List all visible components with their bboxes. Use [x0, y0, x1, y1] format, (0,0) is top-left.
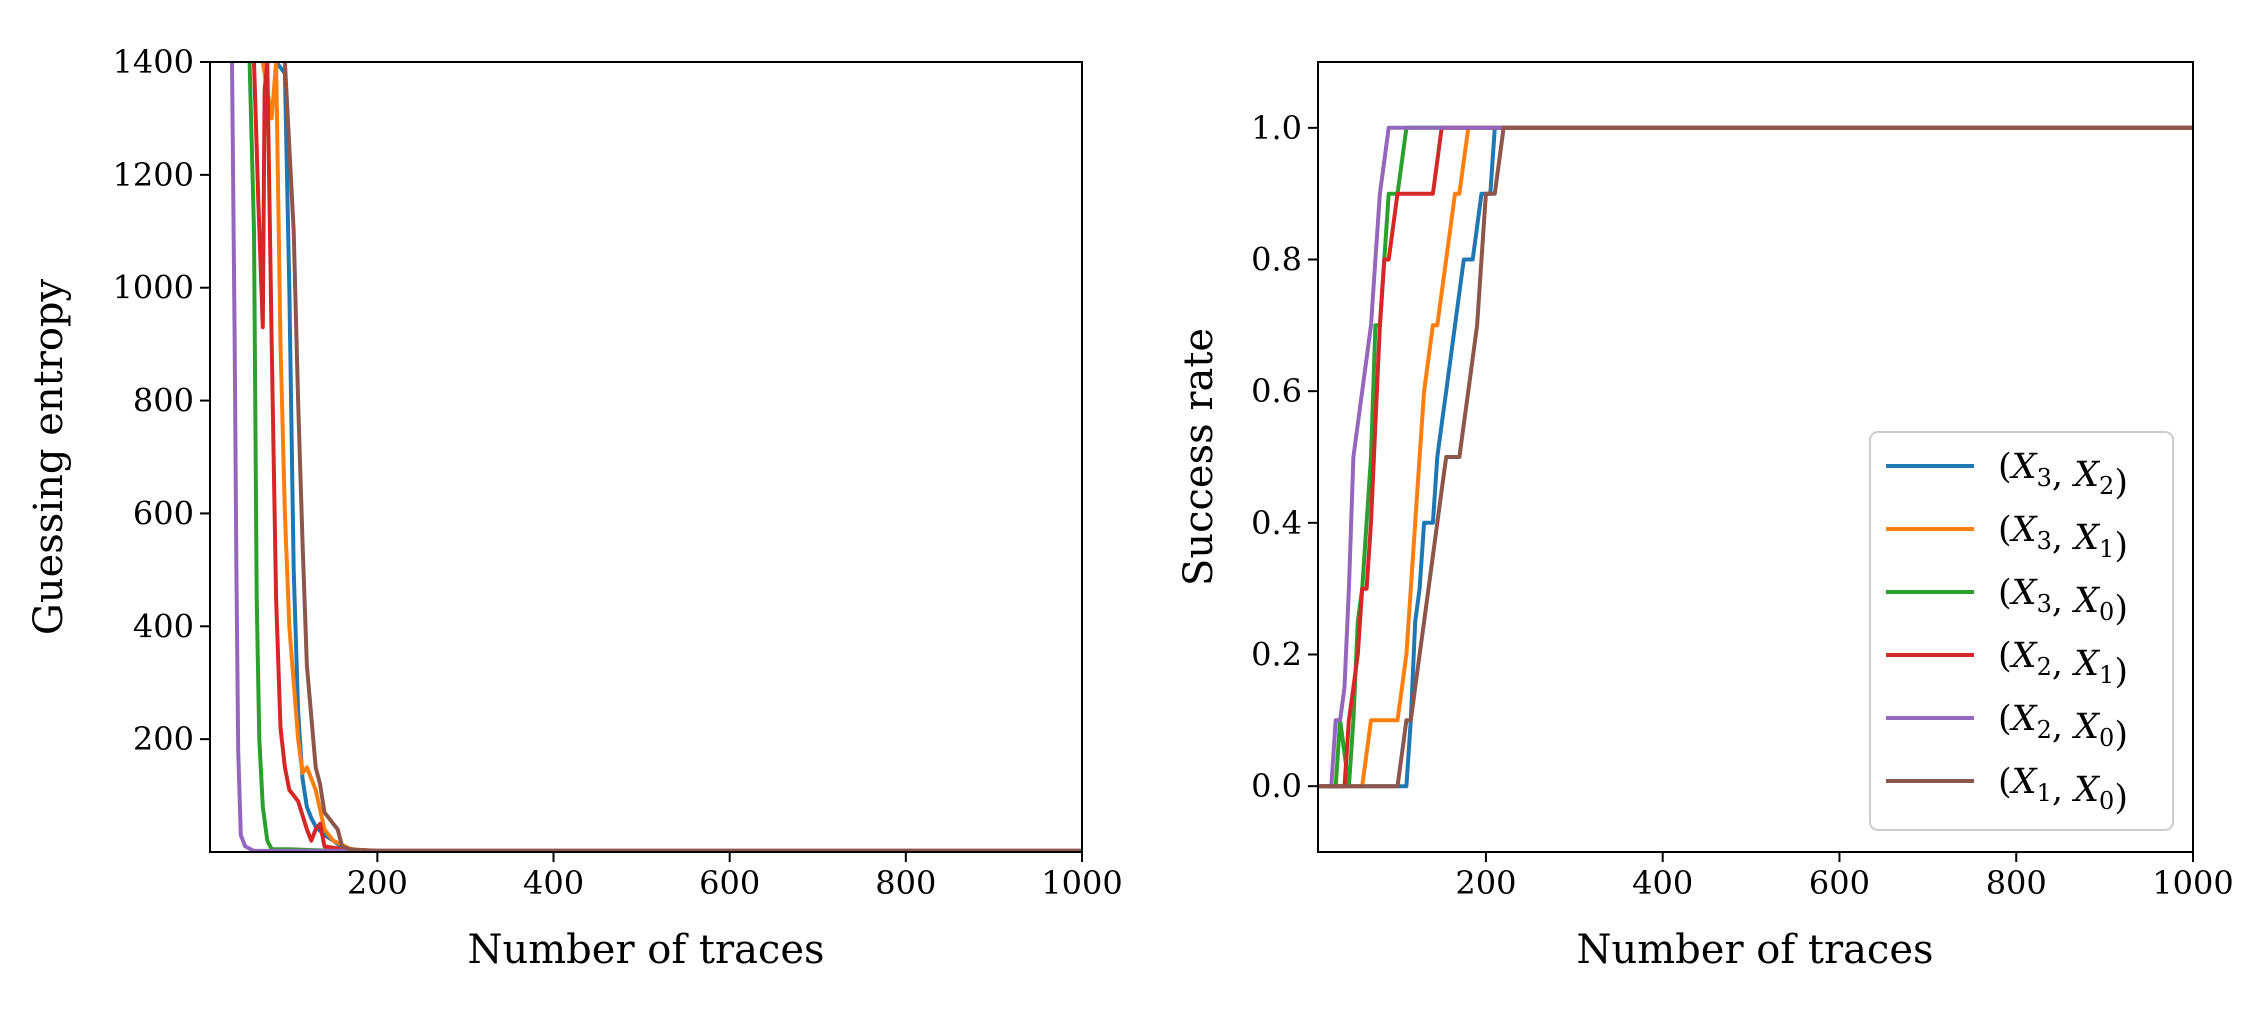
plot-lines: [1318, 125, 2193, 789]
legend-label: (X2, X1): [1998, 636, 2128, 692]
x-tick-label: 1000: [1041, 864, 1122, 902]
series-line: [252, 62, 1082, 852]
x-tick-label: 200: [347, 864, 408, 902]
legend-entry: (X1, X0): [1886, 762, 2128, 818]
y-tick-label: 800: [133, 382, 194, 420]
y-ticks: 200 400 600 800 1000 1200 1400: [113, 43, 210, 758]
legend-entries: (X3, X2) (X3, X1) (X3, X0) (X2, X1) (X2, X0)…: [1886, 447, 2128, 818]
series-line: [1318, 125, 2193, 789]
legend-label: (X2, X0): [1998, 699, 2128, 755]
y-tick-label: 0.0: [1251, 767, 1302, 805]
y-tick-label: 1.0: [1251, 109, 1302, 147]
legend-entry: (X2, X1): [1886, 636, 2128, 692]
series-line: [1318, 125, 2193, 789]
legend-entry: (X3, X0): [1886, 573, 2128, 629]
series-line: [274, 62, 1082, 852]
axes-frame: [1317, 61, 2194, 853]
y-tick-label: 1400: [113, 43, 194, 81]
legend-label: (X1, X0): [1998, 762, 2128, 818]
y-tick-label: 1200: [113, 156, 194, 194]
legend-entry: (X2, X0): [1886, 699, 2128, 755]
x-tick-label: 800: [1986, 864, 2047, 902]
legend-frame: [1869, 431, 2174, 831]
y-axis-label: Guessing entropy: [26, 278, 72, 635]
x-axis-label: Number of traces: [467, 927, 824, 973]
x-axis-label: Number of traces: [1576, 927, 1933, 973]
series-line: [230, 62, 1082, 852]
y-tick-label: 200: [133, 720, 194, 758]
series-line: [282, 62, 1082, 852]
y-tick-label: 0.2: [1251, 636, 1302, 674]
success-rate-plot: 200 400 600 800 1000 0.0 0.2 0.4 0.6 0.8 1.0 Numb…: [1176, 61, 2234, 973]
series-line: [1318, 125, 2193, 789]
axes-frame: [209, 61, 1083, 853]
x-tick-label: 600: [699, 864, 760, 902]
legend-entry: (X3, X2): [1886, 447, 2128, 503]
legend-label: (X3, X1): [1998, 510, 2128, 566]
y-tick-label: 600: [133, 494, 194, 532]
legend-label: (X3, X0): [1998, 573, 2128, 629]
y-tick-label: 400: [133, 607, 194, 645]
y-axis-label: Success rate: [1176, 328, 1222, 586]
y-ticks: 0.0 0.2 0.4 0.6 0.8 1.0: [1251, 109, 1318, 805]
y-tick-label: 1000: [113, 269, 194, 307]
x-tick-label: 1000: [2152, 864, 2233, 902]
y-tick-label: 0.6: [1251, 372, 1302, 410]
x-tick-label: 600: [1809, 864, 1870, 902]
x-ticks: 200 400 600 800 1000: [1455, 852, 2234, 902]
x-ticks: 200 400 600 800 1000: [347, 852, 1123, 902]
x-tick-label: 800: [875, 864, 936, 902]
legend-entry: (X3, X1): [1886, 510, 2128, 566]
series-line: [1318, 125, 2193, 789]
series-line: [247, 62, 1082, 852]
y-tick-label: 0.4: [1251, 504, 1302, 542]
y-tick-label: 0.8: [1251, 241, 1302, 279]
x-tick-label: 400: [523, 864, 584, 902]
x-tick-label: 200: [1455, 864, 1516, 902]
legend-label: (X3, X2): [1998, 447, 2128, 503]
series-line: [1318, 125, 2193, 789]
x-tick-label: 400: [1632, 864, 1693, 902]
legend: (X3, X2) (X3, X1) (X3, X0) (X2, X1) (X2, X0)…: [1869, 431, 2174, 831]
guessing-entropy-plot: 200 400 600 800 1000 200 400 600 800 1000 1200 140…: [26, 43, 1123, 973]
plot-lines: [230, 62, 1082, 852]
series-line: [260, 62, 1082, 852]
